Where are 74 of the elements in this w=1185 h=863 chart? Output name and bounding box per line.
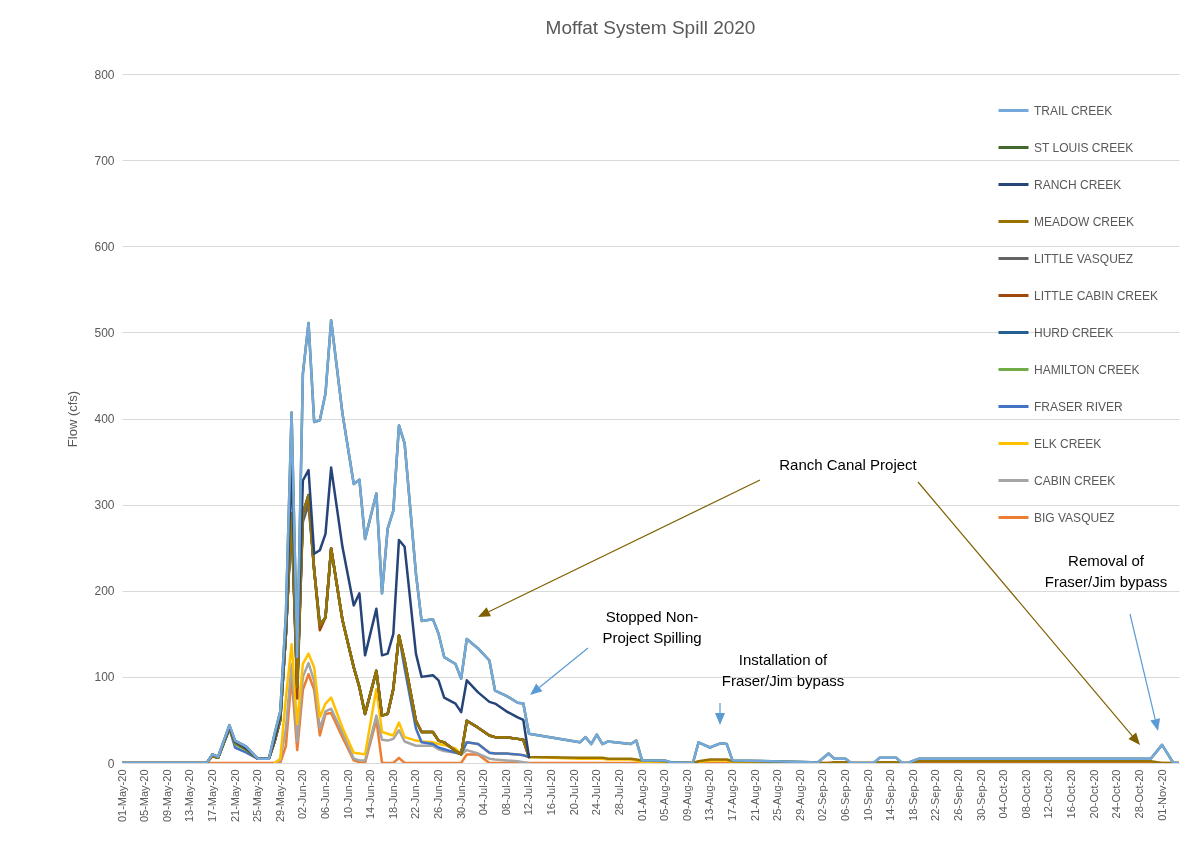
legend-label: FRASER RIVER [1034,399,1124,414]
x-tick-label: 21-Aug-20 [748,769,761,821]
x-tick-label: 20-Jul-20 [567,769,580,816]
x-tick-label: 10-Sep-20 [861,769,874,821]
legend-label: MEADOW CREEK [1034,214,1135,229]
x-tick-label: 17-May-20 [205,769,218,823]
x-tick-label: 24-Oct-20 [1110,769,1123,819]
y-axis-title: Flow (cfs) [65,390,81,448]
annotation: Removal of Fraser/Jim bypass [1044,552,1168,590]
x-tick-label: 09-May-20 [160,769,173,823]
legend-label: BIG VASQUEZ [1034,510,1115,525]
legend-label: HAMILTON CREEK [1034,362,1140,377]
x-tick-label: 01-Aug-20 [635,769,648,821]
x-tick-label: 18-Sep-20 [906,769,919,821]
y-tick-label: 300 [94,498,115,513]
legend-label: LITTLE CABIN CREEK [1034,288,1159,303]
x-tick-label: 21-May-20 [228,769,241,823]
x-tick-label: 25-May-20 [251,769,264,823]
x-tick-label: 01-Nov-20 [1155,769,1168,821]
x-tick-label: 18-Jun-20 [386,769,399,820]
x-tick-label: 06-Jun-20 [318,769,331,820]
y-tick-label: 500 [94,325,115,340]
y-tick-label: 800 [94,67,115,82]
legend-label: CABIN CREEK [1034,473,1116,488]
y-tick-label: 700 [94,153,115,168]
legend-label: RANCH CREEK [1034,177,1122,192]
x-tick-label: 02-Jun-20 [296,769,309,820]
x-tick-label: 29-May-20 [273,769,286,823]
x-tick-label: 04-Oct-20 [997,769,1010,819]
x-tick-label: 05-Aug-20 [658,769,671,821]
x-tick-label: 02-Sep-20 [816,769,829,821]
x-tick-label: 13-May-20 [183,769,196,823]
x-tick-label: 14-Sep-20 [884,769,897,821]
y-tick-label: 600 [94,239,115,254]
x-tick-label: 12-Oct-20 [1042,769,1055,819]
legend-label: ELK CREEK [1034,436,1102,451]
x-tick-label: 05-May-20 [138,769,151,823]
x-tick-label: 04-Jul-20 [477,769,490,816]
x-tick-label: 08-Oct-20 [1019,769,1032,819]
x-tick-label: 08-Jul-20 [499,769,512,816]
x-tick-label: 20-Oct-20 [1087,769,1100,819]
x-tick-label: 24-Jul-20 [590,769,603,816]
x-tick-label: 28-Oct-20 [1132,769,1145,819]
y-tick-label: 0 [107,756,115,771]
x-tick-label: 26-Sep-20 [952,769,965,821]
x-tick-label: 09-Aug-20 [680,769,693,821]
chart-title: Moffat System Spill 2020 [545,17,756,38]
x-tick-label: 30-Sep-20 [974,769,987,821]
x-tick-label: 30-Jun-20 [454,769,467,820]
x-tick-label: 16-Jul-20 [545,769,558,816]
x-tick-label: 12-Jul-20 [522,769,535,816]
x-tick-label: 14-Jun-20 [364,769,377,820]
legend-label: ST LOUIS CREEK [1034,140,1134,155]
x-tick-label: 17-Aug-20 [725,769,738,821]
x-tick-label: 28-Jul-20 [612,769,625,816]
x-tick-label: 06-Sep-20 [839,769,852,821]
y-tick-label: 100 [94,670,115,685]
y-tick-label: 200 [94,584,115,599]
x-tick-label: 01-May-20 [115,769,128,823]
x-tick-label: 16-Oct-20 [1065,769,1078,819]
annotation: Stopped Non- Project Spilling [602,608,702,646]
x-tick-label: 26-Jun-20 [432,769,445,820]
x-tick-label: 13-Aug-20 [703,769,716,821]
y-tick-label: 400 [94,412,115,426]
annotation: Ranch Canal Project [779,456,918,473]
x-tick-label: 25-Aug-20 [771,769,784,821]
legend-label: TRAIL CREEK [1034,103,1113,118]
legend-label: HURD CREEK [1034,325,1114,340]
legend-label: LITTLE VASQUEZ [1034,251,1134,266]
x-tick-label: 29-Aug-20 [793,769,806,821]
x-tick-label: 10-Jun-20 [341,769,354,820]
annotation: Installation of Fraser/Jim bypass [721,651,845,689]
x-tick-label: 22-Jun-20 [409,769,422,820]
x-tick-label: 22-Sep-20 [929,769,942,821]
